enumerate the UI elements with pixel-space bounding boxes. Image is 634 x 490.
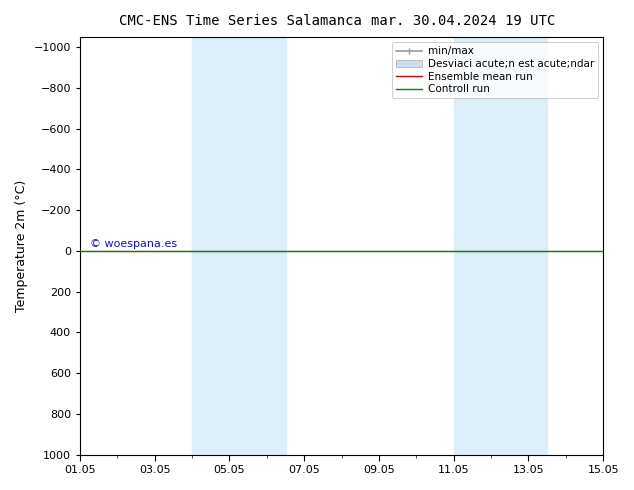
Bar xyxy=(454,37,547,455)
Legend: min/max, Desviaci acute;n est acute;ndar, Ensemble mean run, Controll run: min/max, Desviaci acute;n est acute;ndar… xyxy=(392,42,598,98)
Bar xyxy=(192,37,285,455)
Text: © woespana.es: © woespana.es xyxy=(91,239,178,249)
Text: mar. 30.04.2024 19 UTC: mar. 30.04.2024 19 UTC xyxy=(371,14,555,28)
Text: CMC-ENS Time Series Salamanca: CMC-ENS Time Series Salamanca xyxy=(119,14,363,28)
Y-axis label: Temperature 2m (°C): Temperature 2m (°C) xyxy=(15,180,28,312)
